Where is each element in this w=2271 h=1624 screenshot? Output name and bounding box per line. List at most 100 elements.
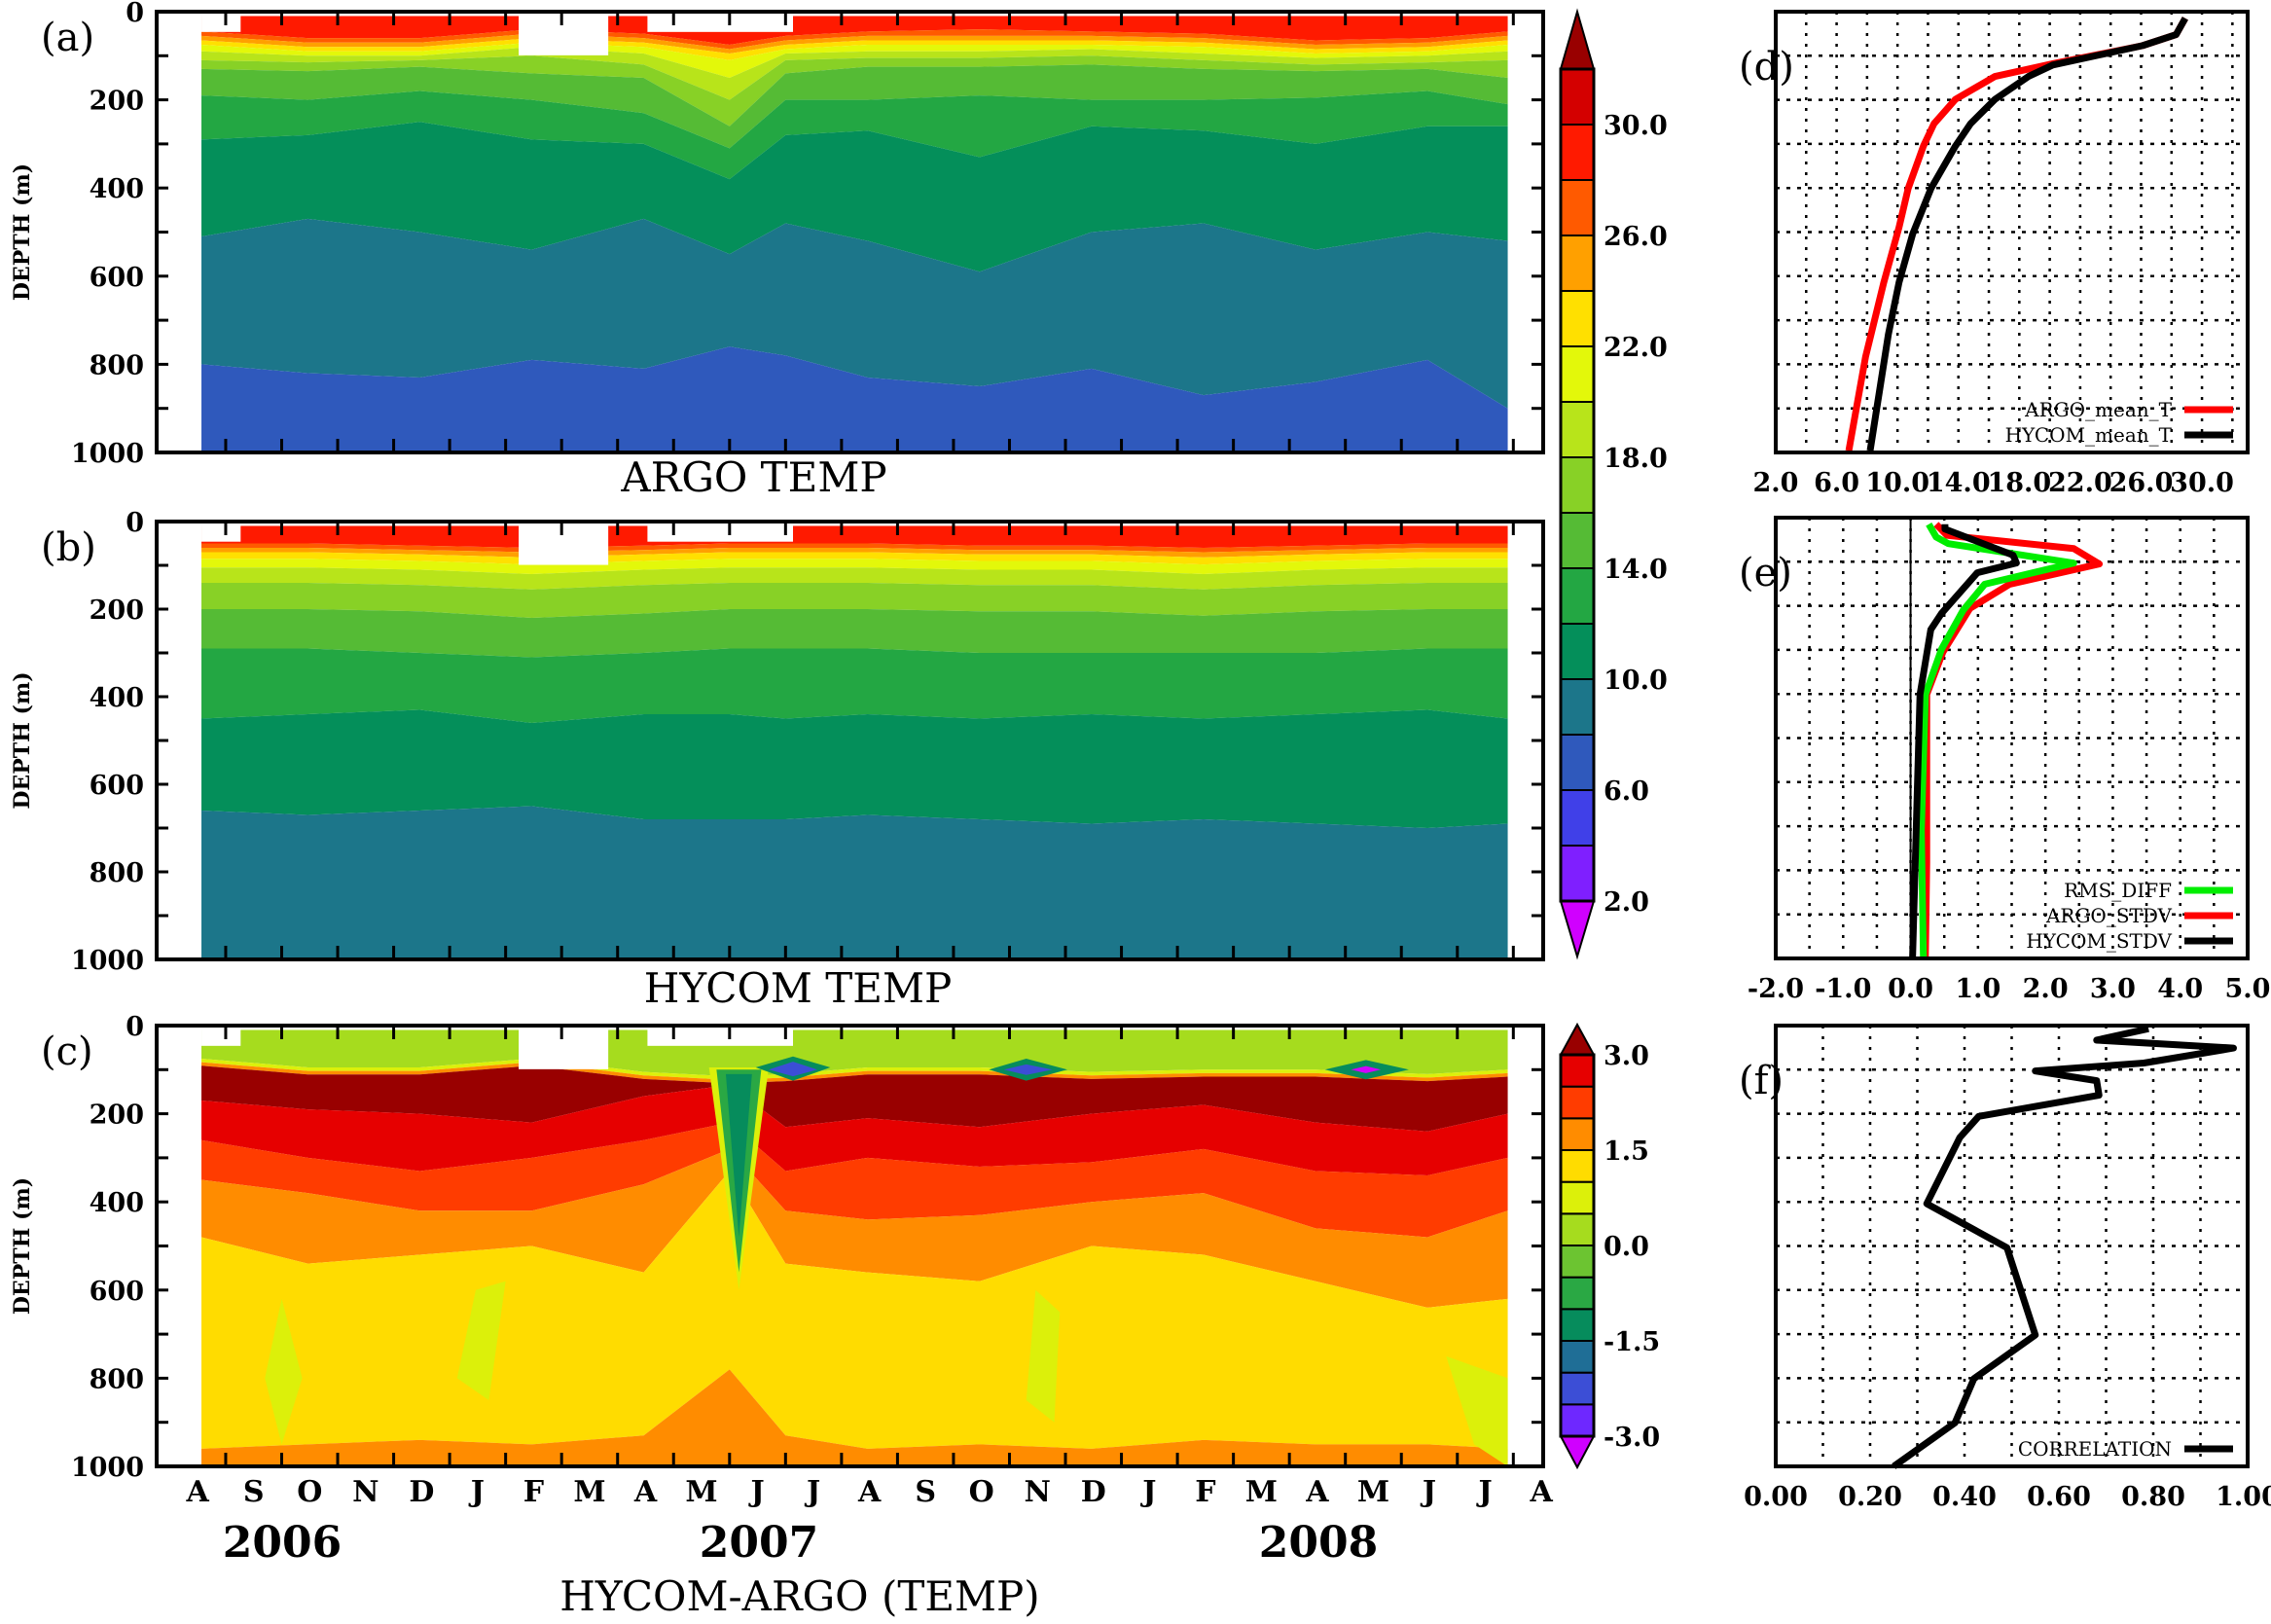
contour-band-6-8 bbox=[201, 346, 1508, 452]
month-label: A bbox=[1305, 1475, 1329, 1509]
contour-band-16-18 bbox=[201, 55, 1508, 126]
y-tick-label: 600 bbox=[90, 771, 144, 801]
colorbar-temp bbox=[1559, 8, 1596, 960]
contour-band-22-24 bbox=[201, 38, 1508, 60]
contour-patch bbox=[456, 1281, 506, 1401]
colorbar-frame bbox=[1559, 1053, 1596, 1438]
colorbar-swatch bbox=[1560, 290, 1595, 347]
no-data-region bbox=[201, 1026, 241, 1046]
colorbar-swatch bbox=[1560, 734, 1595, 791]
month-label: J bbox=[804, 1475, 820, 1509]
x-tick-label: 0.0 bbox=[1888, 974, 1933, 1004]
x-tick-label: 1.00 bbox=[2216, 1482, 2271, 1512]
colorbar-frame bbox=[1559, 67, 1596, 903]
y-tick-label: 1000 bbox=[71, 439, 144, 469]
plot-frame bbox=[1774, 516, 2250, 960]
plot-frame bbox=[1774, 1024, 2250, 1468]
legend-label: ARGO_STDV bbox=[2045, 904, 2173, 927]
legend-label: ARGO_mean_T bbox=[2024, 398, 2172, 421]
month-label: J bbox=[468, 1475, 485, 1509]
x-tick-label: 18.0 bbox=[1987, 468, 2051, 498]
contour-band-2-2.5 bbox=[201, 1122, 1508, 1238]
contour-band-1.5-2 bbox=[201, 1369, 1508, 1466]
panel-title: HYCOM TEMP bbox=[644, 964, 952, 1012]
contour-patch bbox=[1026, 1289, 1061, 1423]
colorbar-swatch bbox=[1560, 1245, 1595, 1279]
y-tick-label: 0 bbox=[126, 508, 144, 538]
contour-band-18-20 bbox=[201, 567, 1508, 590]
contour-patch bbox=[1003, 1064, 1053, 1075]
month-label: J bbox=[1420, 1475, 1436, 1509]
y-axis-label: DEPTH (m) bbox=[10, 1177, 35, 1315]
colorbar-swatch bbox=[1560, 1085, 1595, 1120]
panel-title: ARGO TEMP bbox=[620, 453, 886, 501]
y-tick-label: 200 bbox=[90, 1101, 144, 1131]
contour-band-2.5-3 bbox=[201, 1085, 1508, 1176]
contour-band-18-20 bbox=[201, 47, 1508, 100]
x-tick-label: -1.0 bbox=[1815, 974, 1871, 1004]
contour-band-8-10 bbox=[201, 218, 1508, 409]
month-label: D bbox=[409, 1475, 434, 1509]
colorbar-swatch bbox=[1560, 456, 1595, 514]
panel-a bbox=[155, 10, 1545, 454]
month-label: M bbox=[573, 1475, 605, 1509]
no-data-region bbox=[519, 522, 609, 565]
panel-f bbox=[1774, 1024, 2250, 1469]
y-tick-label: 0 bbox=[126, 0, 144, 28]
panel-e bbox=[1774, 516, 2250, 960]
colorbar-swatch bbox=[1560, 401, 1595, 458]
contour-band-16-18 bbox=[201, 583, 1508, 618]
y-tick-label: 800 bbox=[90, 858, 144, 888]
colorbar-tick-label: -3.0 bbox=[1604, 1423, 1660, 1453]
y-tick-label: 400 bbox=[90, 683, 144, 713]
contour-patch bbox=[769, 1062, 817, 1077]
contour-patch bbox=[265, 1298, 303, 1445]
month-label: N bbox=[1025, 1475, 1051, 1509]
colorbar-swatch bbox=[1560, 623, 1595, 680]
panel-label: (f) bbox=[1739, 1059, 1784, 1103]
colorbar-swatch bbox=[1560, 235, 1595, 292]
colorbar-swatch bbox=[1560, 1403, 1595, 1438]
series-line-HYCOM_STDV bbox=[1909, 523, 2020, 957]
contour-band-20-22 bbox=[201, 559, 1508, 574]
contour-band-24-26 bbox=[201, 33, 1508, 54]
x-tick-label: -2.0 bbox=[1748, 974, 1804, 1004]
colorbar-swatch bbox=[1560, 1212, 1595, 1247]
month-label: J bbox=[1139, 1475, 1156, 1509]
no-data-region bbox=[647, 522, 794, 542]
contour-band-12-14 bbox=[201, 648, 1508, 723]
colorbar-swatch bbox=[1560, 789, 1595, 847]
colorbar-swatch bbox=[1560, 124, 1595, 181]
month-label: N bbox=[352, 1475, 378, 1509]
series-line-RMS_DIFF bbox=[1918, 523, 2077, 957]
contour-band-8-10 bbox=[201, 806, 1508, 959]
month-label: M bbox=[685, 1475, 717, 1509]
colorbar-swatch bbox=[1560, 179, 1595, 236]
contour-band-0.5-1 bbox=[201, 1058, 1508, 1080]
contour-patch bbox=[725, 1073, 752, 1238]
colorbar-swatch bbox=[1560, 567, 1595, 625]
colorbar-tick-label: 0.0 bbox=[1604, 1232, 1649, 1262]
no-data-region bbox=[519, 1026, 609, 1069]
x-tick-label: 5.0 bbox=[2225, 974, 2271, 1004]
colorbar-under-triangle bbox=[1559, 1435, 1596, 1470]
y-tick-label: 1000 bbox=[71, 946, 144, 976]
month-label: S bbox=[243, 1475, 265, 1509]
colorbar-tick-label: 26.0 bbox=[1604, 222, 1668, 252]
contour-band-1.5-2 bbox=[201, 1148, 1508, 1308]
colorbar-swatch bbox=[1560, 512, 1595, 569]
month-label: S bbox=[915, 1475, 936, 1509]
x-tick-label: 10.0 bbox=[1865, 468, 1929, 498]
no-data-region bbox=[519, 12, 609, 55]
colorbar-under-triangle bbox=[1559, 900, 1596, 960]
colorbar-over-triangle bbox=[1559, 8, 1596, 70]
month-label: J bbox=[1475, 1475, 1492, 1509]
x-tick-label: 0.40 bbox=[1932, 1482, 1997, 1512]
month-label: A bbox=[857, 1475, 882, 1509]
month-label: M bbox=[1357, 1475, 1389, 1509]
y-tick-label: 200 bbox=[90, 595, 144, 626]
x-tick-label: 0.60 bbox=[2027, 1482, 2091, 1512]
month-label: O bbox=[297, 1475, 322, 1509]
no-data-region bbox=[647, 1026, 794, 1046]
legend-label: RMS_DIFF bbox=[2064, 879, 2172, 902]
